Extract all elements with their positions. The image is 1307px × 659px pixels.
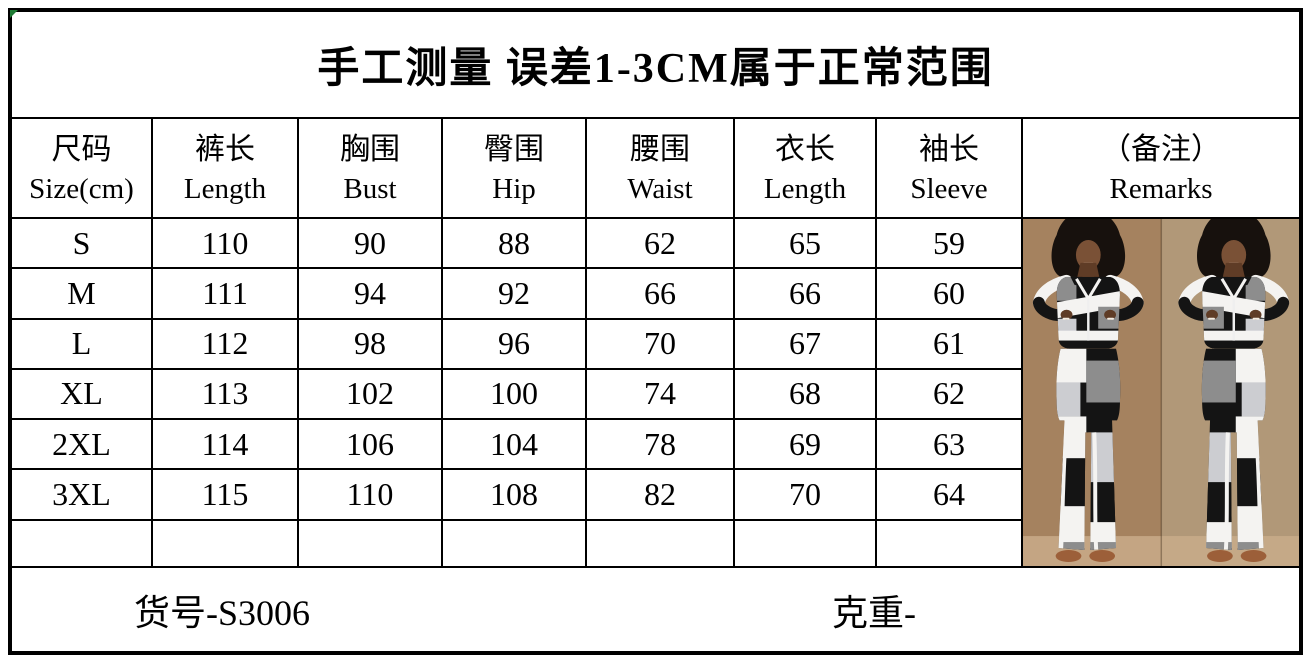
sleeve-value: 59 bbox=[875, 216, 1023, 270]
empty-cell bbox=[297, 518, 443, 569]
col-header-size: 尺码 Size(cm) bbox=[9, 117, 153, 219]
hip-value: 88 bbox=[441, 216, 587, 270]
bust-value: 90 bbox=[297, 216, 443, 270]
table-row-2xl: 2XL 114 106 104 78 69 63 bbox=[9, 418, 1301, 471]
col-header-bust: 胸围 Bust bbox=[297, 117, 443, 219]
col-header-pants-length-en: Length bbox=[183, 172, 267, 205]
product-photo-cell bbox=[1020, 217, 1303, 568]
col-header-sleeve: 袖长 Sleeve bbox=[875, 117, 1023, 219]
col-header-hip-en: Hip bbox=[492, 172, 536, 205]
col-header-size-en: Size(cm) bbox=[29, 172, 134, 205]
col-header-remarks-zh: （备注） bbox=[1101, 132, 1222, 166]
bust-value: 110 bbox=[297, 468, 443, 521]
top-length-value: 69 bbox=[733, 418, 877, 471]
col-header-size-zh: 尺码 bbox=[51, 132, 112, 166]
top-length-value: 70 bbox=[733, 468, 877, 521]
table-row-l: L 112 98 96 70 67 61 bbox=[9, 317, 1301, 370]
empty-cell bbox=[441, 518, 587, 569]
fabric-weight: 克重- bbox=[832, 592, 916, 633]
product-photo bbox=[1024, 220, 1300, 565]
top-length-value: 66 bbox=[733, 267, 877, 320]
sleeve-value: 63 bbox=[875, 418, 1023, 471]
col-header-hip-zh: 臀围 bbox=[484, 132, 544, 166]
col-header-top-length-zh: 衣长 bbox=[775, 132, 835, 166]
col-header-top-length: 衣长 Length bbox=[733, 117, 877, 219]
col-header-top-length-en: Length bbox=[763, 172, 847, 205]
size-chart-table: 手工测量 误差1-3CM属于正常范围 尺码 Size(cm) 裤长 Length… bbox=[8, 8, 1304, 655]
waist-value: 74 bbox=[585, 367, 735, 421]
col-header-sleeve-zh: 袖长 bbox=[919, 132, 979, 166]
col-header-remarks-en: Remarks bbox=[1109, 172, 1213, 205]
waist-value: 62 bbox=[585, 216, 735, 270]
title-cell: 手工测量 误差1-3CM属于正常范围 bbox=[8, 9, 1303, 119]
footer-row: 货号-S3006 克重- bbox=[8, 566, 1303, 654]
table-row-3xl: 3XL 115 110 108 82 70 64 bbox=[9, 468, 1301, 521]
col-header-bust-en: Bust bbox=[343, 172, 397, 205]
col-header-bust-zh: 胸围 bbox=[340, 132, 400, 166]
bust-value: 94 bbox=[297, 267, 443, 320]
bust-value: 102 bbox=[297, 367, 443, 421]
col-header-waist-zh: 腰围 bbox=[630, 132, 690, 166]
waist-value: 66 bbox=[585, 267, 735, 320]
col-header-pants-length-zh: 裤长 bbox=[195, 132, 255, 166]
col-header-remarks: （备注） Remarks bbox=[10, 10, 1303, 219]
size-label: L bbox=[9, 317, 153, 370]
col-header-hip: 臀围 Hip bbox=[441, 117, 587, 219]
empty-cell bbox=[9, 518, 153, 569]
hip-value: 92 bbox=[441, 267, 587, 320]
pants-length-value: 111 bbox=[151, 267, 299, 320]
waist-value: 82 bbox=[585, 468, 735, 521]
sleeve-value: 62 bbox=[875, 367, 1023, 421]
hip-value: 100 bbox=[441, 367, 587, 421]
col-header-waist-en: Waist bbox=[627, 172, 693, 205]
top-length-value: 68 bbox=[733, 367, 877, 421]
hip-value: 104 bbox=[441, 418, 587, 471]
size-label: M bbox=[9, 267, 153, 320]
pants-length-value: 113 bbox=[151, 367, 299, 421]
size-label: S bbox=[9, 216, 153, 270]
sleeve-value: 60 bbox=[875, 267, 1023, 320]
empty-cell bbox=[733, 518, 877, 569]
top-length-value: 67 bbox=[733, 317, 877, 370]
model-figure bbox=[1032, 220, 1144, 563]
pants-length-value: 114 bbox=[151, 418, 299, 471]
size-label: 3XL bbox=[9, 468, 153, 521]
table-row-xl: XL 113 102 100 74 68 62 bbox=[9, 367, 1301, 421]
sleeve-value: 61 bbox=[875, 317, 1023, 370]
hip-value: 108 bbox=[441, 468, 587, 521]
sleeve-value: 64 bbox=[875, 468, 1023, 521]
empty-row bbox=[9, 518, 1301, 569]
hip-value: 96 bbox=[441, 317, 587, 370]
header-row: 尺码 Size(cm) 裤长 Length 胸围 Bust 臀围 Hip 腰围 … bbox=[9, 10, 1303, 219]
waist-value: 78 bbox=[585, 418, 735, 471]
size-label: XL bbox=[9, 367, 153, 421]
item-number: 货号-S3006 bbox=[134, 592, 311, 633]
empty-cell bbox=[875, 518, 1023, 569]
col-header-waist: 腰围 Waist bbox=[585, 117, 735, 219]
bust-value: 98 bbox=[297, 317, 443, 370]
title-row: 手工测量 误差1-3CM属于正常范围 bbox=[8, 9, 1303, 119]
col-header-pants-length: 裤长 Length bbox=[151, 117, 299, 219]
table-row-s: S 110 90 88 62 65 59 bbox=[9, 216, 1303, 568]
table-row-m: M 111 94 92 66 66 60 bbox=[9, 267, 1301, 320]
footer-cell: 货号-S3006 克重- bbox=[8, 566, 1303, 654]
empty-cell bbox=[585, 518, 735, 569]
col-header-sleeve-en: Sleeve bbox=[910, 172, 988, 205]
empty-cell bbox=[151, 518, 299, 569]
pants-length-value: 112 bbox=[151, 317, 299, 370]
bust-value: 106 bbox=[297, 418, 443, 471]
pants-length-value: 110 bbox=[151, 216, 299, 270]
page-title: 手工测量 误差1-3CM属于正常范围 bbox=[317, 46, 994, 92]
top-length-value: 65 bbox=[733, 216, 877, 270]
waist-value: 70 bbox=[585, 317, 735, 370]
pants-length-value: 115 bbox=[151, 468, 299, 521]
size-label: 2XL bbox=[9, 418, 153, 471]
